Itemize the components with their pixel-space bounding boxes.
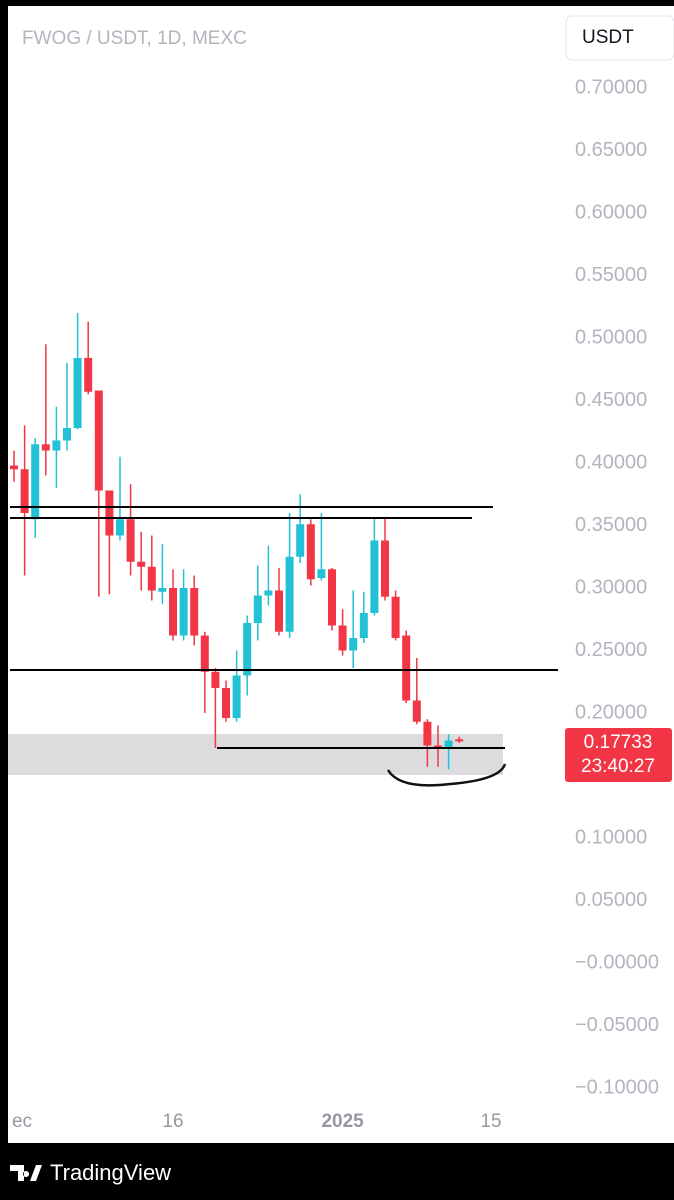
zone-highlight — [8, 734, 503, 775]
candle-body — [328, 569, 336, 626]
candle-body — [391, 596, 400, 638]
candle-body — [232, 675, 241, 718]
candle-body — [94, 390, 103, 491]
candle-body — [275, 590, 283, 632]
x-tick-label: ec — [12, 1111, 32, 1132]
drawn-curve — [386, 763, 507, 787]
y-tick-label: 0.45000 — [575, 389, 647, 411]
y-tick-label: 0.05000 — [575, 889, 647, 911]
candle-body — [285, 556, 294, 632]
candle-body — [158, 588, 167, 592]
candle-body — [211, 671, 220, 688]
candle-body — [296, 524, 305, 557]
candle-body — [402, 635, 411, 701]
candle-body — [137, 561, 146, 567]
candle-body — [434, 745, 442, 747]
x-tick-label: 2025 — [321, 1111, 364, 1132]
plot: 0.70000 0.65000 0.60000 0.55000 0.50000 0.450… — [10, 76, 659, 1132]
candle-body — [264, 590, 273, 596]
candle-body — [179, 588, 188, 636]
candle-body — [126, 519, 135, 562]
y-tick-label: 0.55000 — [575, 264, 647, 286]
candle-body — [317, 569, 326, 578]
candle-body — [306, 524, 315, 580]
candle-body — [253, 595, 262, 623]
candle-body — [105, 490, 114, 536]
chart-background — [8, 6, 674, 1143]
y-tick-label: 0.20000 — [575, 701, 647, 723]
candle-body — [52, 440, 61, 451]
candle-body — [381, 540, 389, 597]
candle-body — [116, 519, 124, 536]
candle-body — [10, 465, 18, 470]
candle-body — [20, 469, 29, 513]
y-tick-label: 0.65000 — [575, 139, 647, 161]
footer — [0, 1143, 674, 1200]
candle-body — [412, 700, 421, 722]
logo-icon — [10, 1165, 42, 1181]
candle-body — [169, 588, 177, 636]
y-tick-label: −0.05000 — [575, 1014, 659, 1036]
x-tick-label: 15 — [480, 1111, 501, 1132]
candle-body — [84, 358, 93, 392]
candle-body — [338, 625, 347, 651]
candle-body — [444, 740, 453, 748]
candle-body — [222, 688, 230, 718]
chart-title: FWOG / USDT, 1D, MEXC — [22, 28, 247, 49]
candle-body — [31, 444, 40, 520]
y-tick-label: −0.00000 — [575, 951, 659, 973]
y-tick-label: 0.70000 — [575, 76, 647, 98]
candle-body — [63, 428, 71, 441]
countdown: 23:40:27 — [581, 756, 655, 777]
y-tick-label: −0.10000 — [575, 1076, 659, 1098]
y-tick-label: 0.30000 — [575, 576, 647, 598]
candle-body — [370, 540, 379, 613]
price-label: 0.17733 — [584, 732, 653, 753]
candle-body — [359, 613, 368, 638]
currency-label: USDT — [582, 27, 634, 48]
candle-body — [147, 566, 156, 591]
candle-body — [423, 721, 432, 746]
candle-body — [243, 623, 252, 676]
candle-body — [73, 358, 82, 428]
brand: TradingView — [50, 1160, 171, 1185]
currency-button[interactable] — [565, 15, 674, 61]
candle-body — [41, 444, 50, 451]
candle-body — [349, 638, 358, 651]
candle-body — [190, 588, 199, 636]
x-tick-label: 16 — [162, 1111, 183, 1132]
candle-body — [200, 635, 209, 672]
y-tick-label: 0.60000 — [575, 201, 647, 223]
y-tick-label: 0.50000 — [575, 326, 647, 348]
y-tick-label: 0.10000 — [575, 826, 647, 848]
candle-body — [455, 739, 464, 742]
price-box — [565, 728, 672, 782]
y-tick-label: 0.40000 — [575, 451, 647, 473]
y-tick-label: 0.25000 — [575, 639, 647, 661]
y-tick-label: 0.35000 — [575, 514, 647, 536]
